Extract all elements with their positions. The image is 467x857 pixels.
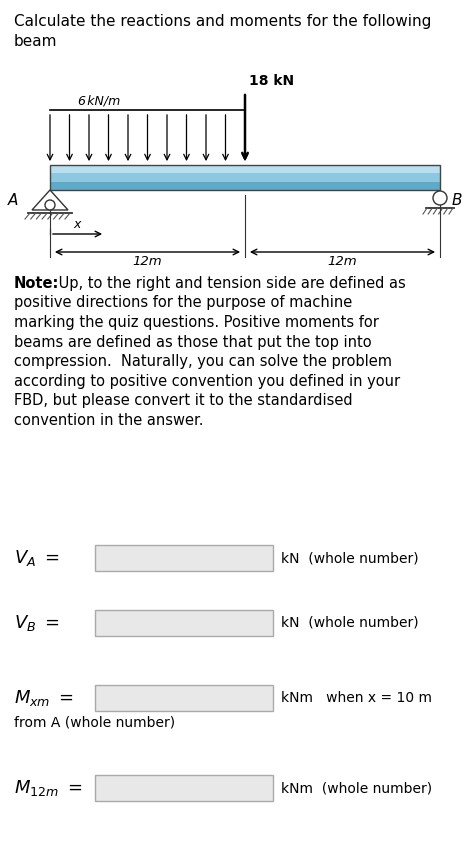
- Text: kNm   when x = 10 m: kNm when x = 10 m: [281, 691, 432, 705]
- Text: Note:: Note:: [14, 276, 59, 291]
- Text: 6 kN/m: 6 kN/m: [78, 94, 120, 107]
- Text: $V_B$ $=$: $V_B$ $=$: [14, 613, 60, 633]
- FancyBboxPatch shape: [95, 545, 273, 571]
- Text: convention in the answer.: convention in the answer.: [14, 412, 204, 428]
- Text: kN  (whole number): kN (whole number): [281, 551, 418, 565]
- FancyBboxPatch shape: [95, 610, 273, 636]
- Text: B: B: [452, 193, 462, 208]
- Text: kN  (whole number): kN (whole number): [281, 616, 418, 630]
- Text: $M_{12m}$ $=$: $M_{12m}$ $=$: [14, 778, 83, 798]
- Bar: [50, 173, 440, 182]
- Bar: [50, 165, 440, 173]
- FancyBboxPatch shape: [95, 775, 273, 801]
- FancyBboxPatch shape: [95, 685, 273, 711]
- Bar: [50, 182, 440, 190]
- Text: Up, to the right and tension side are defined as: Up, to the right and tension side are de…: [54, 276, 406, 291]
- Text: beam: beam: [14, 34, 57, 49]
- Text: 18 kN: 18 kN: [249, 74, 294, 88]
- Text: according to positive convention you defined in your: according to positive convention you def…: [14, 374, 400, 388]
- Text: FBD, but please convert it to the standardised: FBD, but please convert it to the standa…: [14, 393, 353, 408]
- Text: 12m: 12m: [328, 255, 357, 268]
- Text: A: A: [7, 193, 18, 208]
- Text: kNm  (whole number): kNm (whole number): [281, 781, 432, 795]
- Text: marking the quiz questions. Positive moments for: marking the quiz questions. Positive mom…: [14, 315, 379, 330]
- Text: positive directions for the purpose of machine: positive directions for the purpose of m…: [14, 296, 352, 310]
- Text: compression.  Naturally, you can solve the problem: compression. Naturally, you can solve th…: [14, 354, 392, 369]
- Text: 12m: 12m: [133, 255, 163, 268]
- Text: x: x: [74, 218, 81, 231]
- Text: beams are defined as those that put the top into: beams are defined as those that put the …: [14, 334, 372, 350]
- Circle shape: [45, 200, 55, 210]
- Text: Calculate the reactions and moments for the following: Calculate the reactions and moments for …: [14, 14, 432, 29]
- Bar: [50, 165, 440, 190]
- Text: $M_{xm}$ $=$: $M_{xm}$ $=$: [14, 688, 74, 708]
- Polygon shape: [32, 190, 68, 210]
- Circle shape: [433, 191, 447, 205]
- Text: from A (whole number): from A (whole number): [14, 716, 175, 730]
- Text: $V_A$ $=$: $V_A$ $=$: [14, 548, 60, 568]
